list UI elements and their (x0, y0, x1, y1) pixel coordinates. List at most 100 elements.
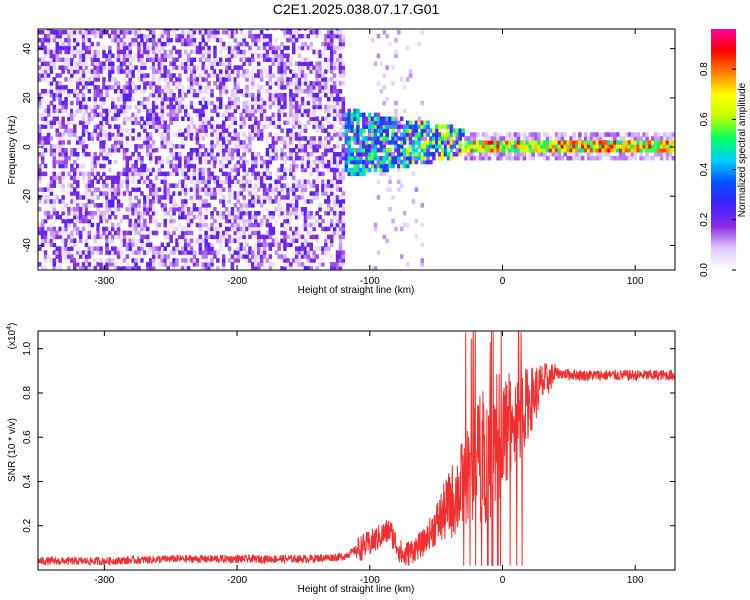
spectrogram-cell (105, 250, 109, 255)
spectrogram-cell (251, 187, 255, 192)
spectrogram-cell (242, 37, 246, 43)
spectrogram-cell (271, 179, 276, 184)
spectrogram-cell (160, 207, 165, 212)
spectrogram-cell (131, 89, 135, 94)
spectrogram-cell (49, 187, 54, 192)
spectrogram-cell (160, 140, 165, 145)
spectrogram-cell (239, 234, 243, 240)
spectrogram-cell (49, 222, 54, 228)
spectrogram-cell (157, 116, 162, 121)
spectrogram-cell (102, 116, 106, 121)
spectrogram-cell (338, 258, 343, 263)
spectrogram-cell (633, 155, 638, 161)
spectrogram-cell (210, 214, 214, 220)
spectrogram-cell (350, 167, 354, 173)
spectrogram-cell (119, 136, 124, 141)
spectrogram-cell (207, 246, 211, 251)
spectrogram-cell (43, 238, 48, 243)
spectrogram-cell (163, 29, 167, 31)
spectrogram-cell (493, 132, 497, 137)
spectrogram-cell (58, 30, 62, 35)
spectrogram-cell (607, 152, 611, 157)
spectrogram-cell (204, 120, 208, 125)
spectrogram-cell (154, 89, 159, 94)
spectrogram-cell (78, 140, 83, 145)
spectrogram-cell (122, 41, 127, 47)
spectrogram-cell (330, 195, 334, 200)
spectrogram-cell (81, 179, 86, 184)
spectrogram-cell (400, 124, 404, 129)
spectrogram-cell (169, 171, 173, 177)
spectrogram-cell (262, 183, 267, 188)
spectrogram-cell (67, 49, 71, 55)
spectrogram-cell (251, 199, 255, 204)
spectrogram-cell (192, 171, 197, 177)
spectrogram-cell (113, 230, 118, 236)
spectrogram-cell (227, 152, 232, 157)
spectrogram-cell (134, 65, 138, 70)
spectrogram-cell (563, 132, 567, 137)
spectrogram-cell (172, 81, 176, 86)
spectrogram-cell (257, 242, 261, 247)
spectrogram-cell (213, 175, 217, 181)
spectrogram-cell (219, 136, 223, 141)
spectrogram-cell (268, 211, 273, 216)
spectrogram-cell (108, 262, 112, 267)
spectrogram-cell (146, 49, 150, 55)
spectrogram-cell (370, 37, 375, 43)
spectrogram-cell (286, 77, 290, 82)
spectrogram-cell (198, 222, 203, 228)
spectrogram-cell (379, 89, 384, 94)
spectrogram-cell (49, 230, 54, 236)
spectrogram-cell (64, 148, 68, 153)
spectrogram-cell (108, 230, 112, 236)
spectrogram-cell (198, 85, 203, 90)
spectrogram-cell (52, 183, 57, 188)
spectrogram-cell (125, 69, 130, 74)
spectrogram-cell (181, 179, 185, 184)
spectrogram-cell (125, 179, 130, 184)
spectrogram-cell (306, 254, 311, 259)
spectrogram-cell (49, 226, 54, 232)
spectrogram-cell (178, 53, 182, 59)
spectrogram-cell (546, 155, 550, 161)
spectrogram-cell (90, 29, 95, 31)
spectrogram-cell (268, 195, 273, 200)
spectrogram-cell (119, 266, 124, 270)
spectrogram-cell (315, 33, 319, 39)
spectrogram-cell (87, 81, 92, 86)
spectrogram-cell (230, 226, 235, 232)
spectrogram-cell (324, 69, 328, 74)
spectrogram-cell (332, 171, 337, 177)
spectrogram-cell (321, 73, 325, 78)
spectrogram-cell (461, 128, 465, 133)
spectrogram-cell (289, 155, 293, 161)
spectrogram-cell (277, 92, 281, 98)
spectrogram-cell (473, 140, 477, 145)
spectrogram-cell (297, 214, 302, 220)
spectrogram-cell (166, 171, 170, 177)
spectrogram-cell (341, 33, 346, 39)
spectrogram-cell (43, 199, 48, 204)
spectrogram-cell (224, 179, 229, 184)
spectrogram-cell (186, 112, 191, 118)
spectrogram-cell (376, 148, 381, 153)
spectrogram-cell (382, 140, 386, 145)
spectrogram-cell (257, 104, 261, 110)
spectrogram-cell (236, 85, 240, 90)
spectrogram-cell (134, 53, 138, 59)
spectrogram-cell (239, 230, 243, 236)
spectrogram-cell (297, 53, 302, 59)
spectrogram-cell (458, 128, 462, 133)
spectrogram-cell (330, 124, 334, 129)
spectrogram-cell (116, 132, 121, 137)
spectrogram-cell (289, 199, 293, 204)
spectrogram-cell (262, 254, 267, 259)
spectrogram-cell (443, 132, 448, 137)
spectrogram-cell (271, 73, 276, 78)
spectrogram-cell (236, 171, 240, 177)
spectrogram-cell (76, 179, 80, 184)
spectrogram-cell (175, 29, 179, 31)
spectrogram-cell (186, 124, 191, 129)
spectrogram-cell (294, 230, 299, 236)
